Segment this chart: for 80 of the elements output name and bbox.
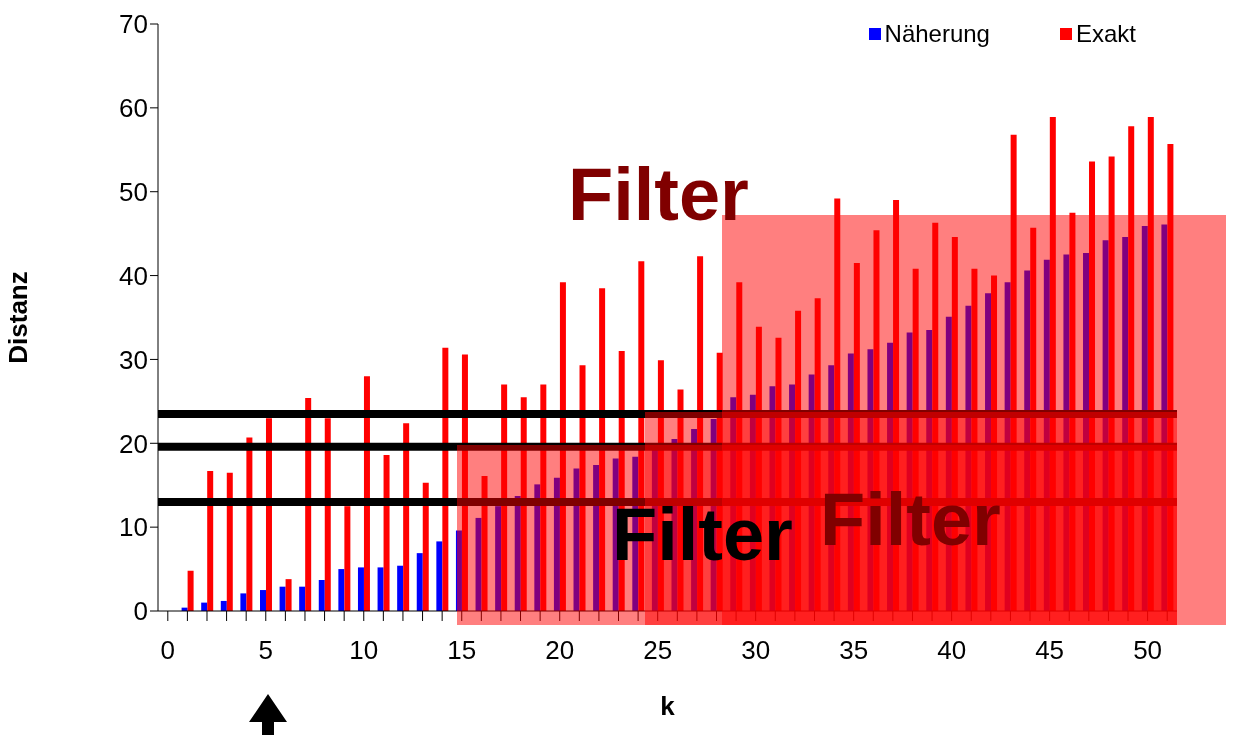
bar (495, 506, 502, 611)
bar (795, 310, 802, 611)
x-tick-label: 10 (349, 635, 379, 666)
bar (1024, 270, 1031, 611)
bar (324, 418, 331, 611)
bar (481, 475, 488, 611)
bar (1010, 134, 1017, 611)
bar (422, 482, 429, 611)
bar (416, 553, 423, 611)
bar (338, 569, 345, 611)
bar (573, 468, 580, 611)
bar (593, 465, 600, 611)
bar (279, 586, 286, 611)
bar (1083, 252, 1090, 611)
bar (207, 470, 214, 611)
annotation: Filter (612, 493, 793, 576)
x-tick-label: 0 (160, 635, 176, 666)
y-tick-label: 20 (119, 428, 148, 459)
x-tick-label: 20 (545, 635, 575, 666)
bar (246, 437, 253, 611)
bar (553, 477, 560, 611)
bar (299, 586, 306, 611)
bar (318, 579, 325, 611)
bar (377, 567, 384, 611)
x-tick-label: 35 (839, 635, 869, 666)
legend-label: Exakt (1075, 20, 1136, 48)
bar (1063, 254, 1070, 611)
y-tick-label: 60 (119, 93, 148, 124)
bar (259, 590, 266, 611)
bar (344, 506, 351, 611)
y-tick-label: 30 (119, 344, 148, 375)
bar (455, 530, 462, 611)
bar (814, 298, 821, 611)
bar (1128, 126, 1135, 611)
bar (461, 354, 468, 611)
y-tick-label: 70 (119, 9, 148, 40)
bar (1004, 282, 1011, 611)
y-tick-label: 10 (119, 512, 148, 543)
x-tick-label: 50 (1133, 635, 1163, 666)
bar (436, 541, 443, 611)
x-tick-label: 30 (741, 635, 771, 666)
bar (1167, 143, 1174, 611)
bar (1141, 226, 1148, 611)
bar (220, 600, 227, 611)
bar (1049, 117, 1056, 611)
bar (383, 455, 390, 611)
bar (559, 282, 566, 611)
x-tick-label: 45 (1035, 635, 1065, 666)
bar (226, 472, 233, 611)
x-tick-label: 25 (643, 635, 673, 666)
x-tick-label: 40 (937, 635, 967, 666)
bar (534, 484, 541, 611)
bar (1043, 259, 1050, 611)
bar (1069, 212, 1076, 611)
bar (1089, 161, 1096, 611)
bar (1108, 156, 1115, 611)
bar (187, 570, 194, 611)
bar (397, 565, 404, 611)
bar (514, 496, 521, 611)
bar (265, 418, 272, 611)
annotation: Filter (820, 478, 1001, 561)
x-axis-title: k (660, 691, 676, 721)
legend-label: Näherung (884, 20, 990, 48)
bar (1161, 224, 1168, 611)
bar (1122, 237, 1129, 611)
y-tick-label: 50 (119, 176, 148, 207)
bar (599, 288, 606, 611)
y-tick-label: 40 (119, 260, 148, 291)
bar (285, 579, 292, 611)
y-axis-title: Distanz (3, 271, 34, 364)
bar (357, 567, 364, 611)
bar (475, 517, 482, 611)
x-tick-label: 15 (447, 635, 477, 666)
bar (1102, 240, 1109, 611)
bar (1147, 117, 1154, 611)
annotation: Filter (568, 153, 749, 236)
bar (1030, 227, 1037, 611)
bar (240, 593, 247, 611)
y-tick-label: 0 (133, 596, 148, 627)
x-tick-label: 5 (258, 635, 274, 666)
